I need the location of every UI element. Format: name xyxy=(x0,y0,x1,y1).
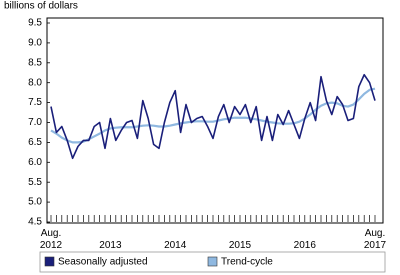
x-tick-label: 2014 xyxy=(164,240,187,251)
x-tick-label: 2016 xyxy=(293,240,316,251)
legend-swatch xyxy=(44,256,55,267)
x-tick-label: Aug. 2017 xyxy=(363,228,387,251)
plot-frame xyxy=(46,17,384,224)
series-line xyxy=(50,87,376,144)
y-tick-label: 9.5 xyxy=(28,18,42,29)
x-tick-label: 2015 xyxy=(228,240,252,251)
y-tick-label: 4.5 xyxy=(28,217,42,228)
y-tick-label: 8.5 xyxy=(28,57,42,68)
y-tick-label: 5.0 xyxy=(28,197,42,208)
x-tick-label: Aug. 2012 xyxy=(39,228,63,251)
y-tick-label: 7.0 xyxy=(28,117,42,128)
y-axis-label: billions of dollars xyxy=(4,1,78,12)
y-tick-label: 6.0 xyxy=(28,157,42,168)
legend-frame xyxy=(39,251,386,273)
legend-label: Trend-cycle xyxy=(221,257,273,268)
y-tick-label: 9.0 xyxy=(28,38,42,49)
y-tick-label: 6.5 xyxy=(28,137,42,148)
x-tick-label: 2013 xyxy=(99,240,122,251)
legend-swatch xyxy=(207,256,218,267)
legend-label: Seasonally adjusted xyxy=(58,257,148,268)
y-tick-label: 8.0 xyxy=(28,77,42,88)
y-tick-label: 5.5 xyxy=(28,177,42,188)
series-line xyxy=(50,73,376,160)
y-tick-label: 7.5 xyxy=(28,97,42,108)
